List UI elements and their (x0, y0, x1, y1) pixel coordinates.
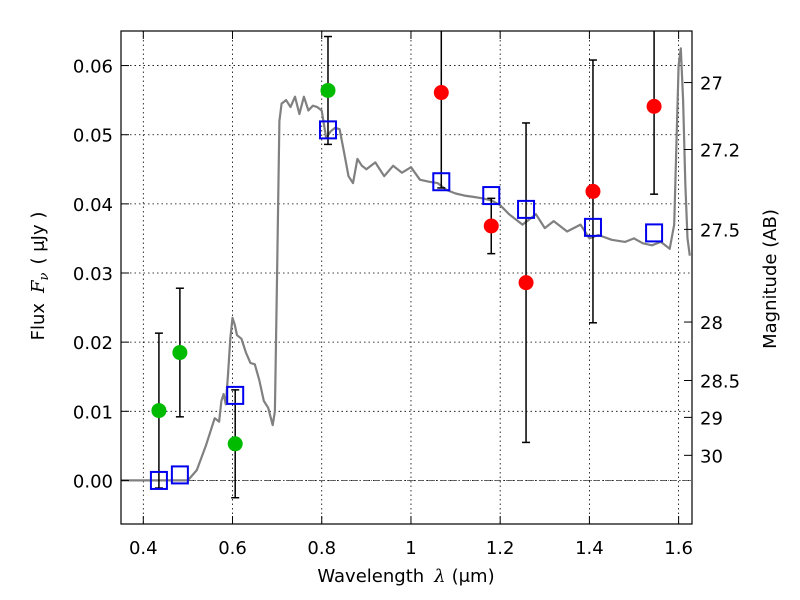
model-square-point (432, 172, 451, 192)
red-data-point (518, 275, 534, 291)
red-data-point (433, 85, 449, 101)
x-axis-label: Wavelength λ (μm) (317, 566, 494, 587)
y-tick-label: 0.02 (73, 333, 113, 354)
green-data-point (151, 403, 167, 419)
model-square-point (318, 120, 337, 140)
model-square-point (583, 217, 602, 237)
x-tick-label: 1.6 (664, 538, 693, 559)
x-axis-label-symbol: λ (433, 566, 445, 587)
plot-frame (120, 30, 693, 525)
y-axis-label-symbol: F (28, 279, 49, 294)
red-data-point (585, 183, 601, 199)
plot-area: 0.4 0.6 0.8 1 1.2 1.4 1.60.000.010.020.030.040… (73, 30, 740, 559)
series-red-points (433, 31, 662, 444)
model-square-point (482, 186, 501, 206)
red-data-point (483, 218, 499, 234)
y-axis-label-subscript: ν (37, 272, 52, 280)
x-tick-label: 1 (405, 538, 416, 559)
y-tick-label: 0.06 (73, 57, 113, 78)
y-axis-ticks: 0.00 0.01 0.02 0.03 0.04 0.05 0.06 (73, 57, 129, 492)
y-tick-label: 0.01 (73, 402, 113, 423)
model-square-point (226, 385, 245, 405)
x-tick-label: 0.6 (218, 538, 247, 559)
y-tick-label: 0.04 (73, 195, 113, 216)
y-tick-label: 0.05 (73, 126, 113, 147)
magnitude-tick-label: 27 (700, 74, 723, 95)
x-tick-label: 1.2 (486, 538, 515, 559)
green-data-point (172, 345, 188, 361)
model-square-point (517, 199, 536, 219)
x-tick-label: 0.4 (129, 538, 158, 559)
magnitude-tick-label: 30 (700, 446, 723, 467)
x-axis-ticks: 0.4 0.6 0.8 1 1.2 1.4 1.6 (129, 31, 693, 559)
model-square-point (170, 465, 189, 485)
red-data-point (646, 98, 662, 114)
magnitude-tick-label: 28.5 (700, 371, 740, 392)
y2-axis-label: Magnitude (AB) (760, 209, 781, 349)
y-axis-label-unit: ( μJy ) (28, 212, 49, 265)
x-tick-label: 0.8 (307, 538, 336, 559)
y-axis-label-text: Flux (28, 303, 49, 341)
green-data-point (227, 436, 243, 452)
magnitude-tick-label: 27.2 (700, 140, 740, 161)
magnitude-axis-ticks: 27 27.2 27.5 28 28.5 29 30 (684, 74, 740, 467)
y-tick-label: 0.03 (73, 264, 113, 285)
y-axis-label: Flux Fν ( μJy ) (28, 212, 52, 341)
green-data-point (320, 82, 336, 98)
x-axis-label-unit: (μm) (452, 566, 495, 587)
x-tick-label: 1.4 (575, 538, 604, 559)
magnitude-tick-label: 29 (700, 408, 723, 429)
model-square-point (645, 223, 664, 243)
magnitude-tick-label: 28 (700, 313, 723, 334)
axis-labels: Wavelength λ (μm) Flux Fν ( μJy ) Magnitude … (28, 209, 781, 587)
series-green-points (151, 35, 336, 499)
x-axis-label-text: Wavelength (317, 566, 424, 587)
model-square-point (149, 470, 168, 490)
y-tick-label: 0.00 (73, 471, 113, 492)
series-model-bandpass-fluxes (149, 120, 664, 490)
magnitude-tick-label: 27.5 (700, 220, 740, 241)
